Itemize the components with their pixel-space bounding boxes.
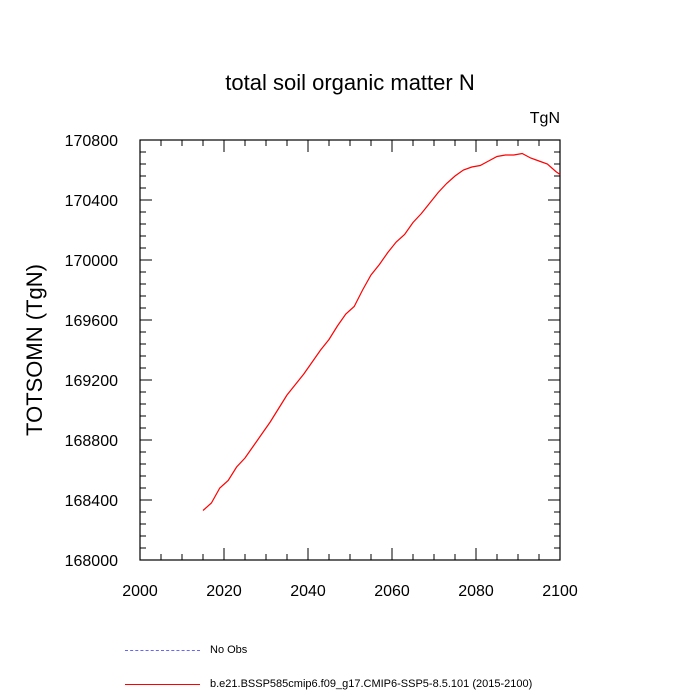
legend-swatch-model [125,683,200,685]
y-tick-label: 170400 [65,193,118,210]
y-tick-label: 170800 [65,133,118,150]
x-tick-label: 2100 [542,583,578,600]
x-tick-label: 2040 [290,583,326,600]
y-tick-label: 169600 [65,313,118,330]
x-tick-label: 2060 [374,583,410,600]
plot-frame [139,139,561,561]
legend-item-obs: No Obs [125,644,247,656]
y-tick-label: 169200 [65,373,118,390]
legend-label-model: b.e21.BSSP585cmip6.f09_g17.CMIP6-SSP5-8.… [210,678,533,690]
y-axis-label: TOTSOMN (TgN) [22,264,47,436]
tick-labels: 2000 2020 2040 2060 2080 2100 168000 168400 1688… [65,133,578,600]
chart-title: total soil organic matter N [225,70,474,95]
x-tick-label: 2000 [122,583,158,600]
y-tick-label: 168800 [65,433,118,450]
x-tick-label: 2080 [458,583,494,600]
y-tick-label: 168400 [65,493,118,510]
units-label: TgN [530,110,560,127]
legend-label-obs: No Obs [210,644,248,656]
x-tick-label: 2020 [206,583,242,600]
series-lines [202,152,561,511]
legend-item-model: b.e21.BSSP585cmip6.f09_g17.CMIP6-SSP5-8.… [125,678,532,690]
legend-swatch-dashed [125,649,200,651]
y-tick-label: 168000 [65,553,118,570]
series-line [202,152,561,511]
y-tick-label: 170000 [65,253,118,270]
axis-ticks [139,139,561,561]
